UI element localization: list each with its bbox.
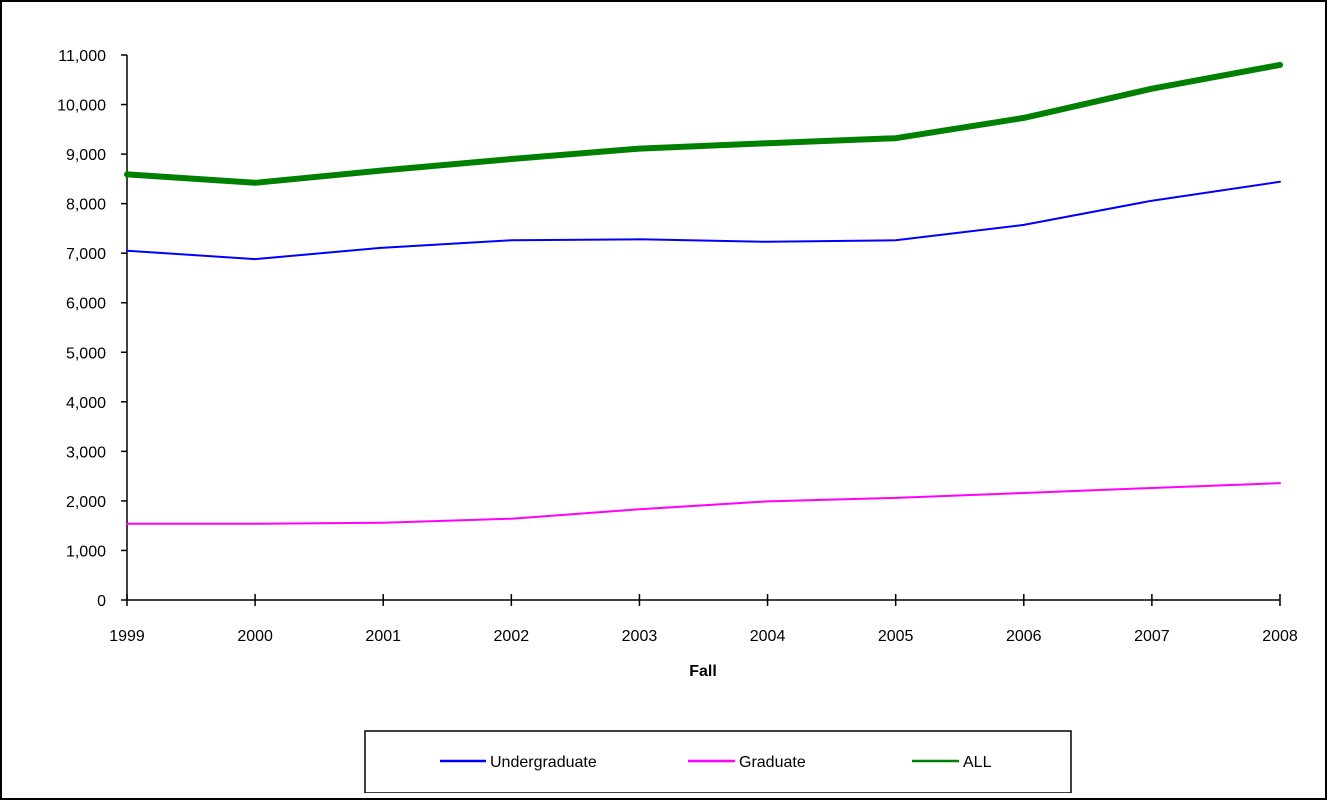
- y-tick-label: 7,000: [66, 246, 106, 263]
- y-tick-label: 6,000: [66, 296, 106, 313]
- x-tick-label: 2000: [237, 628, 273, 645]
- y-axis: 0 1,000 2,000 3,000 4,000 5,000 6,000 7,000 8,00…: [57, 48, 128, 610]
- y-tick-label: 5,000: [66, 345, 106, 362]
- x-axis: 1999 2000 2001 2002 2003 2004 2005 2006 2007 2008: [109, 594, 1298, 645]
- y-tick-label: 8,000: [66, 197, 106, 214]
- x-tick-label: 2001: [365, 628, 401, 645]
- y-tick-label: 11,000: [58, 48, 106, 65]
- series-line-graduate: [126, 482, 1281, 525]
- y-tick-label: 2,000: [66, 494, 106, 511]
- legend-item-graduate: Graduate: [688, 754, 806, 771]
- series-layer: [124, 61, 1283, 525]
- x-axis-title: Fall: [689, 663, 717, 680]
- legend-label: Graduate: [739, 754, 806, 771]
- y-tick-label: 10,000: [57, 98, 106, 115]
- legend-item-all: ALL: [912, 754, 992, 771]
- x-tick-label: 2008: [1262, 628, 1298, 645]
- x-tick-label: 2005: [878, 628, 914, 645]
- y-tick-label: 9,000: [66, 147, 106, 164]
- legend: Undergraduate Graduate ALL: [364, 730, 1072, 793]
- legend-item-undergraduate: Undergraduate: [440, 754, 597, 771]
- legend-label: ALL: [963, 754, 992, 771]
- x-tick-label: 2007: [1134, 628, 1170, 645]
- series-line-undergraduate: [126, 180, 1281, 261]
- legend-label: Undergraduate: [490, 754, 597, 771]
- y-tick-label: 0: [97, 593, 106, 610]
- y-tick-label: 1,000: [66, 543, 106, 560]
- y-tick-label: 4,000: [66, 395, 106, 412]
- x-tick-label: 2004: [750, 628, 786, 645]
- x-tick-label: 2003: [622, 628, 658, 645]
- x-tick-label: 2002: [494, 628, 530, 645]
- x-tick-label: 1999: [109, 628, 145, 645]
- x-tick-label: 2006: [1006, 628, 1042, 645]
- y-tick-label: 3,000: [66, 444, 106, 461]
- series-line-all: [124, 61, 1283, 186]
